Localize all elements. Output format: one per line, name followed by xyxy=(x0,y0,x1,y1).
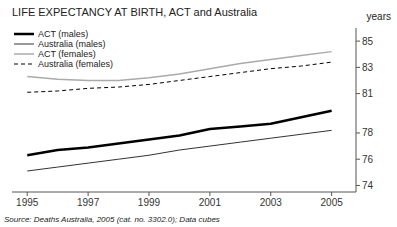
source-note: Source: Deaths Australia, 2005 (cat. no.… xyxy=(4,215,220,224)
legend-label: Australia (males) xyxy=(38,39,106,49)
y-tick xyxy=(356,185,360,186)
y-tick xyxy=(356,41,360,42)
y-tick xyxy=(356,67,360,68)
plot-area xyxy=(27,52,331,171)
legend: ACT (males)Australia (males)ACT (females… xyxy=(14,29,113,69)
y-tick-label: 83 xyxy=(362,62,374,73)
title: LIFE EXPECTANCY AT BIRTH, ACT and Austra… xyxy=(12,6,258,18)
x-tick xyxy=(209,192,210,196)
y-tick-label: 81 xyxy=(362,88,374,99)
y-tick xyxy=(356,159,360,160)
series-line xyxy=(27,111,331,156)
x-tick-label: 2003 xyxy=(260,197,283,208)
legend-swatch xyxy=(14,53,34,55)
x-tick xyxy=(148,192,149,196)
x-tick xyxy=(270,192,271,196)
legend-label: Australia (females) xyxy=(38,59,113,69)
x-tick-label: 1995 xyxy=(16,197,39,208)
y-axis-line xyxy=(356,28,357,192)
x-tick-label: 2001 xyxy=(199,197,222,208)
x-tick-label: 1997 xyxy=(77,197,100,208)
x-tick-label: 2005 xyxy=(321,197,344,208)
y-tick-label: 76 xyxy=(362,154,374,165)
series-line xyxy=(27,130,331,171)
y-tick-label: 74 xyxy=(362,180,374,191)
legend-swatch xyxy=(14,64,34,65)
x-tick xyxy=(88,192,89,196)
y-tick-label: 85 xyxy=(362,36,374,47)
y-tick-label: 78 xyxy=(362,127,374,138)
legend-label: ACT (females) xyxy=(38,49,96,59)
legend-label: ACT (males) xyxy=(38,29,88,39)
y-tick xyxy=(356,132,360,133)
x-tick xyxy=(27,192,28,196)
y-axis-label: years xyxy=(367,11,391,22)
legend-swatch xyxy=(14,44,34,45)
x-axis-line xyxy=(12,192,356,193)
y-tick xyxy=(356,93,360,94)
x-tick xyxy=(331,192,332,196)
x-tick-label: 1999 xyxy=(138,197,161,208)
legend-swatch xyxy=(14,33,34,36)
